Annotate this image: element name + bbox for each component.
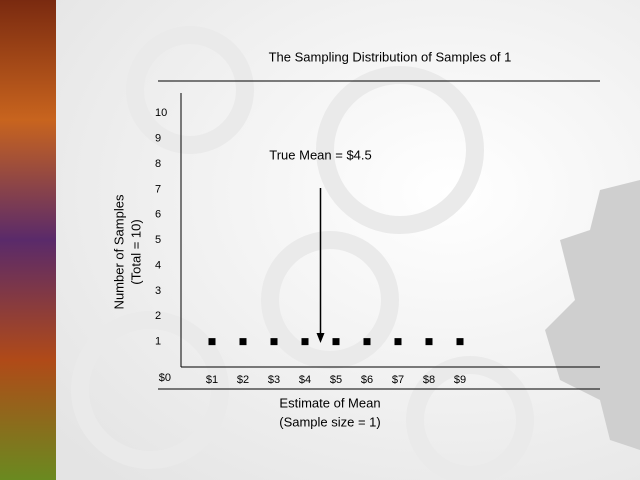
point bbox=[394, 338, 402, 346]
x-tick-label: $9 bbox=[454, 374, 466, 386]
y-tick-label: 6 bbox=[155, 209, 161, 221]
point bbox=[425, 338, 433, 346]
annotation-text: True Mean = $4.5 bbox=[269, 147, 372, 162]
gear-decoration bbox=[545, 180, 640, 450]
y-tick-label: 1 bbox=[155, 336, 161, 348]
x-tick-label: $5 bbox=[330, 374, 342, 386]
x-axis-title: (Sample size = 1) bbox=[279, 414, 381, 429]
x-tick-label: $6 bbox=[361, 374, 373, 386]
point bbox=[208, 338, 216, 346]
y-tick-label: 8 bbox=[155, 158, 161, 170]
side-image bbox=[0, 0, 56, 480]
point bbox=[363, 338, 371, 346]
x-tick-label: $4 bbox=[299, 374, 311, 386]
x-tick-label: $3 bbox=[268, 374, 280, 386]
point bbox=[456, 338, 464, 346]
point bbox=[270, 338, 278, 346]
y-tick-label: 7 bbox=[155, 183, 161, 195]
y-tick-label: 3 bbox=[155, 285, 161, 297]
x-tick-label: $2 bbox=[237, 374, 249, 386]
gear-decoration bbox=[71, 26, 534, 480]
y-tick-label: 2 bbox=[155, 310, 161, 322]
y-axis-title-line: (Total = 10) bbox=[128, 219, 143, 284]
y-tick-label: 10 bbox=[155, 107, 167, 119]
chart-title: The Sampling Distribution of Samples of … bbox=[269, 49, 512, 64]
point bbox=[239, 338, 247, 346]
annotation-arrowhead bbox=[316, 333, 325, 343]
y-tick-label: 9 bbox=[155, 133, 161, 145]
x-tick-label: $7 bbox=[392, 374, 404, 386]
x-tick-label: $0 bbox=[159, 372, 171, 384]
point bbox=[332, 338, 340, 346]
x-tick-label: $8 bbox=[423, 374, 435, 386]
x-axis-title: Estimate of Mean bbox=[279, 395, 380, 410]
point bbox=[301, 338, 309, 346]
y-axis-title: Number of Samples (Total = 10) bbox=[111, 194, 143, 309]
y-tick-label: 4 bbox=[155, 259, 161, 271]
y-axis-title-line: Number of Samples bbox=[111, 194, 126, 309]
y-tick-label: 5 bbox=[155, 234, 161, 246]
x-tick-label: $1 bbox=[206, 374, 218, 386]
